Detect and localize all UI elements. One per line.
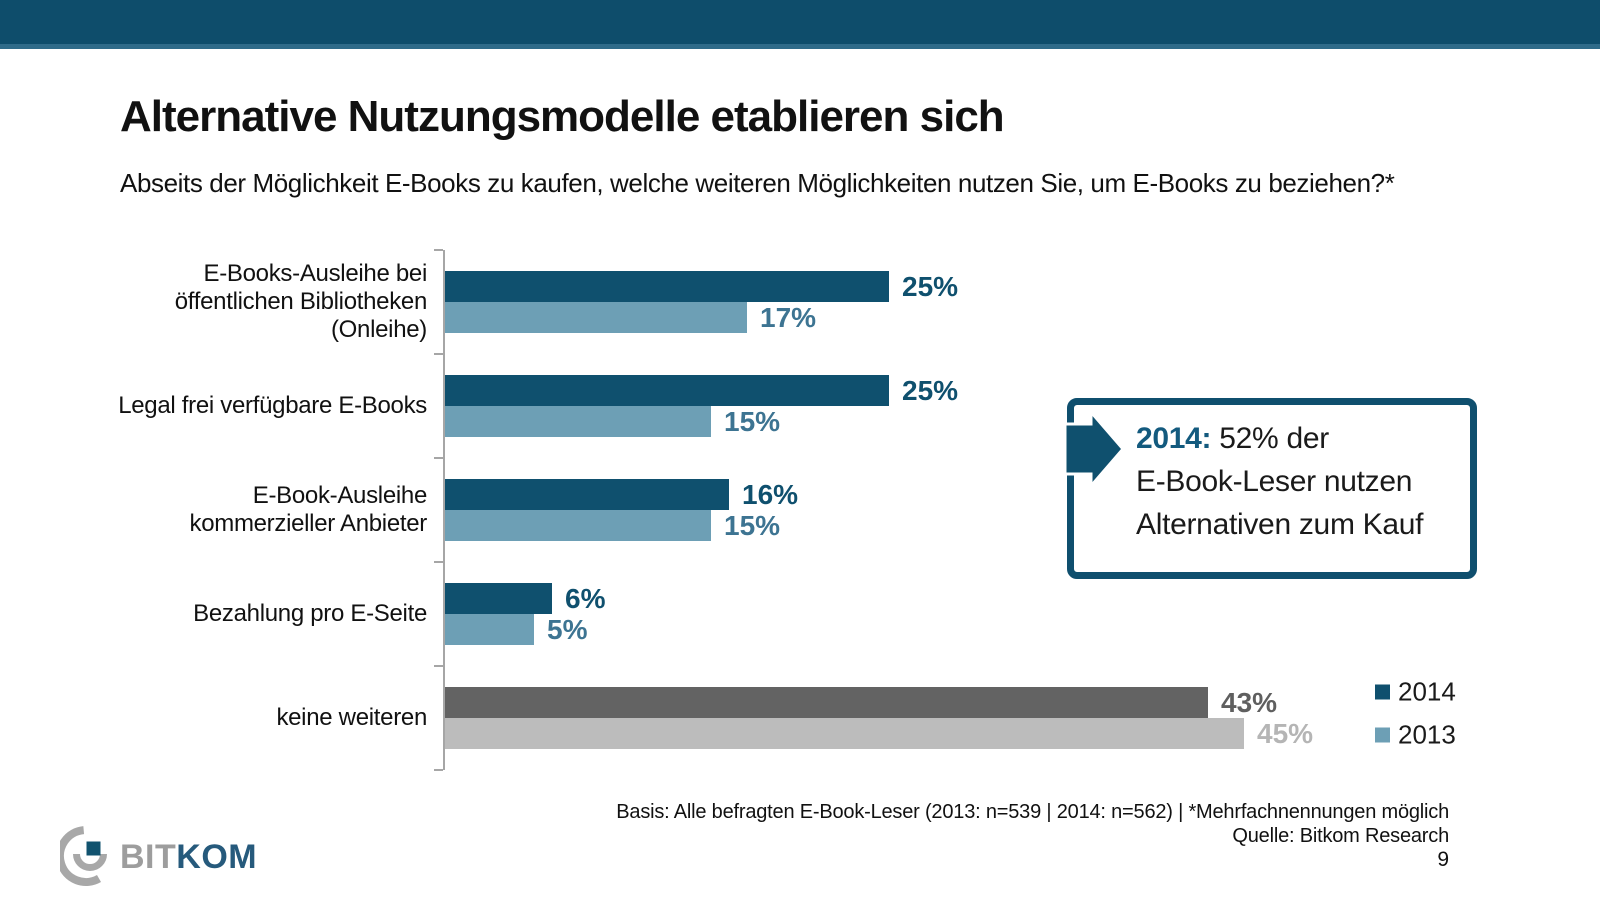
value-label-2013: 15% bbox=[724, 405, 781, 437]
value-label-2013: 15% bbox=[724, 509, 781, 541]
bar-2013 bbox=[445, 510, 711, 541]
logo-text-kom: KOM bbox=[176, 838, 258, 876]
value-label-2013: 45% bbox=[1257, 717, 1314, 749]
legend-label: 2013 bbox=[1398, 719, 1456, 750]
bar-2013 bbox=[445, 302, 747, 333]
bitkom-logo: BITKOM bbox=[60, 804, 320, 894]
slide-subtitle: Abseits der Möglichkeit E-Books zu kaufe… bbox=[120, 168, 1395, 198]
value-label-2014: 6% bbox=[565, 582, 606, 614]
category-label: E-Books-Ausleihe bei öffentlichen Biblio… bbox=[174, 260, 428, 343]
category-label: keine weiteren bbox=[276, 704, 427, 731]
bar-2014 bbox=[445, 687, 1208, 718]
legend-swatch bbox=[1375, 684, 1390, 700]
callout-line2: E-Book-Leser nutzen bbox=[1136, 465, 1413, 498]
category-label: Bezahlung pro E-Seite bbox=[193, 600, 427, 627]
bitkom-logo-text: BITKOM bbox=[120, 838, 257, 877]
bar-2013 bbox=[445, 718, 1244, 749]
legend-label: 2014 bbox=[1398, 676, 1456, 707]
header-bar-accent-line bbox=[0, 44, 1600, 49]
axis-tick bbox=[434, 249, 443, 251]
bar-2013 bbox=[445, 614, 534, 645]
footer-basis: Basis: Alle befragten E-Book-Leser (2013… bbox=[616, 801, 1449, 823]
axis-tick bbox=[434, 561, 443, 563]
legend-item-2014: 2014 bbox=[1375, 677, 1456, 708]
bar-2014 bbox=[445, 583, 552, 614]
category-label: Legal frei verfügbare E-Books bbox=[118, 392, 427, 419]
callout-text: 2014: 52% der E-Book-Leser nutzen Altern… bbox=[1136, 417, 1472, 546]
value-label-2014: 25% bbox=[902, 270, 959, 302]
page-number: 9 bbox=[1437, 848, 1449, 871]
bar-2014 bbox=[445, 375, 889, 406]
callout-year-label: 2014: bbox=[1136, 422, 1212, 455]
axis-tick bbox=[434, 457, 443, 459]
axis-tick bbox=[434, 353, 443, 355]
slide-title: Alternative Nutzungsmodelle etablieren s… bbox=[120, 92, 1005, 141]
callout-box: 2014: 52% der E-Book-Leser nutzen Altern… bbox=[1063, 398, 1477, 579]
value-label-2014: 25% bbox=[902, 374, 959, 406]
value-label-2013: 17% bbox=[760, 301, 817, 333]
legend-swatch bbox=[1375, 727, 1390, 743]
axis-tick bbox=[434, 769, 443, 771]
value-label-2014: 43% bbox=[1221, 686, 1278, 718]
bitkom-logo-mark bbox=[60, 826, 107, 886]
bar-2013 bbox=[445, 406, 711, 437]
bar-2014 bbox=[445, 479, 729, 510]
value-axis-line bbox=[443, 250, 445, 770]
header-bar bbox=[0, 0, 1600, 44]
value-label-2013: 5% bbox=[547, 613, 588, 645]
value-label-2014: 16% bbox=[742, 478, 799, 510]
footer-source: Quelle: Bitkom Research bbox=[1232, 825, 1449, 847]
category-label: E-Book-Ausleihe kommerzieller Anbieter bbox=[189, 482, 428, 537]
bar-2014 bbox=[445, 271, 889, 302]
axis-tick bbox=[434, 665, 443, 667]
legend-item-2013: 2013 bbox=[1375, 720, 1456, 751]
footer: Basis: Alle befragten E-Book-Leser (2013… bbox=[616, 800, 1449, 848]
callout-line1: 52% der bbox=[1211, 422, 1329, 455]
callout-line3: Alternativen zum Kauf bbox=[1136, 508, 1424, 541]
callout-arrow-icon bbox=[1063, 408, 1125, 490]
logo-text-bit: BIT bbox=[120, 838, 177, 876]
